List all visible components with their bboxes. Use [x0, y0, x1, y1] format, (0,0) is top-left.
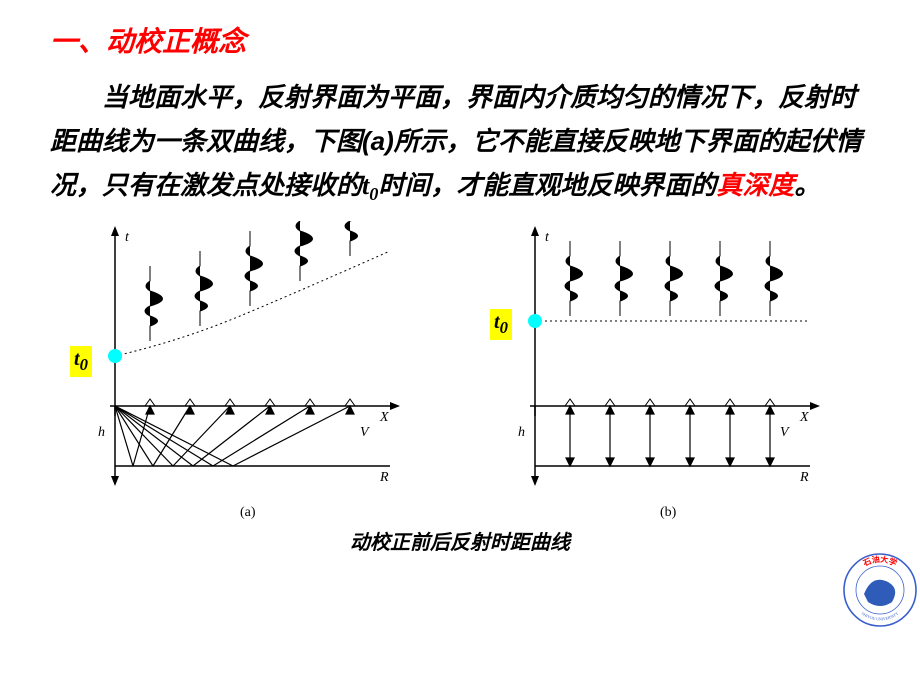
receivers-a	[145, 399, 355, 406]
paragraph: 当地面水平，反射界面为平面，界面内介质均匀的情况下，反射时距曲线为一条双曲线，下…	[50, 75, 870, 211]
t0-inline: t0	[362, 171, 378, 200]
rays-a	[115, 406, 354, 466]
figure-b-label: (b)	[660, 505, 677, 520]
t0-dot-b	[528, 314, 542, 328]
wavelets-a	[145, 221, 363, 341]
t-axis-label-b: t	[545, 230, 550, 245]
para-part2: 时间，才能直观地反映界面的	[378, 170, 716, 200]
r-label-b: R	[799, 470, 809, 485]
figure-b-svg: t X h V R	[480, 221, 860, 521]
university-logo: 石油大学 SHIYOU UNIVERSITY	[840, 550, 920, 630]
x-axis-label: X	[379, 410, 389, 425]
highlight-text: 真深度	[716, 170, 794, 200]
figure-a-svg: t X h V R	[60, 221, 440, 521]
v-label: V	[360, 425, 370, 440]
svg-text:SHIYOU UNIVERSITY: SHIYOU UNIVERSITY	[861, 611, 900, 622]
figure-b: t X h V R	[480, 221, 860, 521]
t0-label-b: t0	[490, 309, 512, 340]
receivers-b	[565, 399, 775, 406]
v-label-b: V	[780, 425, 790, 440]
section-title: 一、动校正概念	[50, 20, 870, 60]
t0-label-a: t0	[70, 346, 92, 377]
t0-dot-a	[108, 349, 122, 363]
figure-a-label: (a)	[240, 505, 256, 520]
h-axis-label: h	[98, 425, 105, 440]
wavelets-b	[565, 241, 783, 316]
figure-caption: 动校正前后反射时距曲线	[50, 526, 870, 555]
figures-row: t X h V R	[50, 221, 870, 521]
para-part3: 。	[794, 170, 820, 200]
h-axis-label-b: h	[518, 425, 525, 440]
r-label: R	[379, 470, 389, 485]
figure-a: t X h V R	[60, 221, 440, 521]
x-axis-label-b: X	[799, 410, 809, 425]
rays-b	[566, 406, 774, 466]
t-axis-label: t	[125, 230, 130, 245]
